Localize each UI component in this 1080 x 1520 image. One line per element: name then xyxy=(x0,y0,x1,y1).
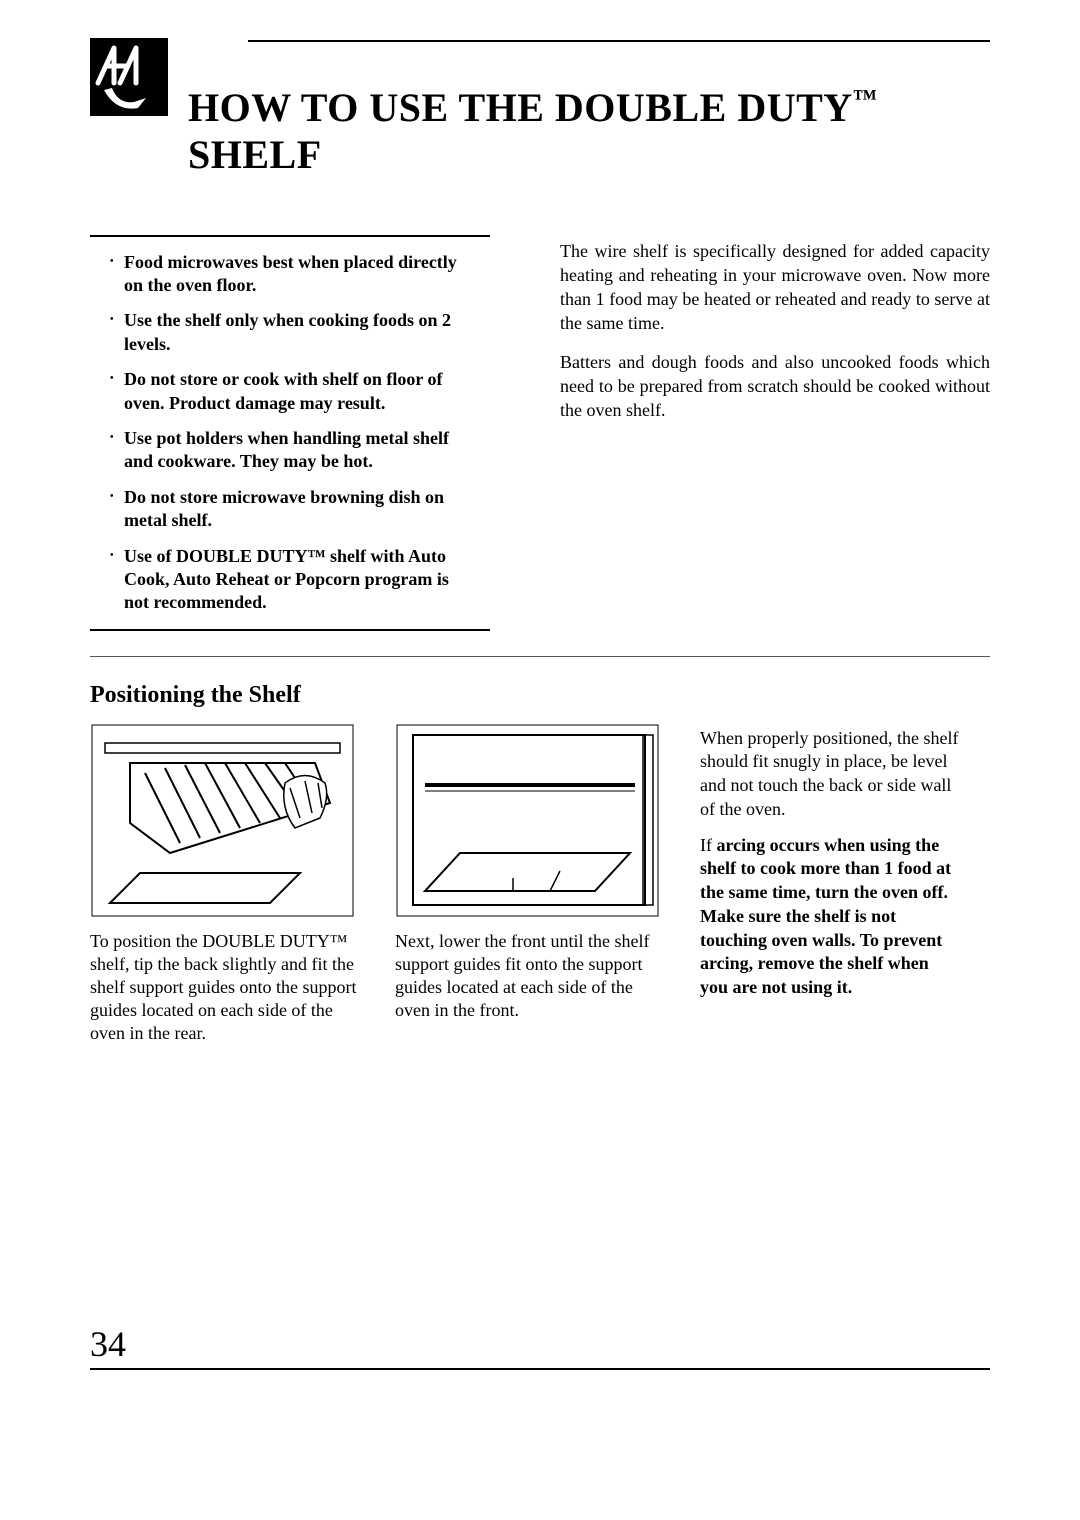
divider xyxy=(90,656,990,657)
footer-rule xyxy=(90,1368,990,1370)
column-2: Next, lower the front until the shelf su… xyxy=(395,723,670,1045)
page: HOW TO USE THE DOUBLE DUTY™ SHELF Food m… xyxy=(0,0,1080,1520)
column-3: When properly positioned, the shelf shou… xyxy=(700,723,960,1045)
page-title: HOW TO USE THE DOUBLE DUTY™ SHELF xyxy=(188,69,990,178)
column-1: To position the DOUBLE DUTY™ shelf, tip … xyxy=(90,723,365,1045)
tips-list: Food microwaves best when placed directl… xyxy=(104,251,466,615)
intro-para: Batters and dough foods and also uncooke… xyxy=(560,350,990,423)
title-pre: HOW TO USE THE xyxy=(188,85,555,130)
intro-text: The wire shelf is specifically designed … xyxy=(560,235,990,631)
col3-p2-bold: arcing occurs when using the shelf to co… xyxy=(700,835,951,998)
title-tm: ™ xyxy=(853,86,878,112)
header-row: HOW TO USE THE DOUBLE DUTY™ SHELF xyxy=(90,40,990,205)
col3-p2: If arcing occurs when using the shelf to… xyxy=(700,834,960,1000)
positioning-section: To position the DOUBLE DUTY™ shelf, tip … xyxy=(90,723,990,1045)
section-heading: Positioning the Shelf xyxy=(90,682,990,709)
tip-item: Use of DOUBLE DUTY™ shelf with Auto Cook… xyxy=(110,545,466,615)
top-rule xyxy=(248,40,990,42)
tip-item: Use pot holders when handling metal shel… xyxy=(110,427,466,474)
col3-p2-pre: If xyxy=(700,835,717,855)
illustration-tip-shelf-icon xyxy=(90,723,355,918)
title-bold: DOUBLE DUTY xyxy=(555,85,853,130)
illustration-lower-shelf-icon xyxy=(395,723,660,918)
logo-icon xyxy=(90,38,168,116)
upper-section: Food microwaves best when placed directl… xyxy=(90,235,990,631)
col1-text: To position the DOUBLE DUTY™ shelf, tip … xyxy=(90,930,365,1045)
col3-p1: When properly positioned, the shelf shou… xyxy=(700,727,960,822)
tip-item: Do not store microwave browning dish on … xyxy=(110,486,466,533)
tips-box: Food microwaves best when placed directl… xyxy=(90,235,490,631)
title-post: SHELF xyxy=(188,132,322,177)
tip-item: Food microwaves best when placed directl… xyxy=(110,251,466,298)
tip-item: Use the shelf only when cooking foods on… xyxy=(110,309,466,356)
col2-text: Next, lower the front until the shelf su… xyxy=(395,930,670,1022)
tip-item: Do not store or cook with shelf on floor… xyxy=(110,368,466,415)
intro-para: The wire shelf is specifically designed … xyxy=(560,239,990,336)
page-number: 34 xyxy=(90,1323,126,1365)
